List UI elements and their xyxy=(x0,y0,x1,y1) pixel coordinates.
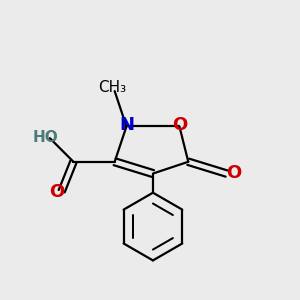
Text: O: O xyxy=(226,164,242,182)
Text: HO: HO xyxy=(33,130,58,145)
Text: O: O xyxy=(172,116,187,134)
Text: O: O xyxy=(50,183,65,201)
Text: N: N xyxy=(119,116,134,134)
Text: CH₃: CH₃ xyxy=(98,80,126,95)
